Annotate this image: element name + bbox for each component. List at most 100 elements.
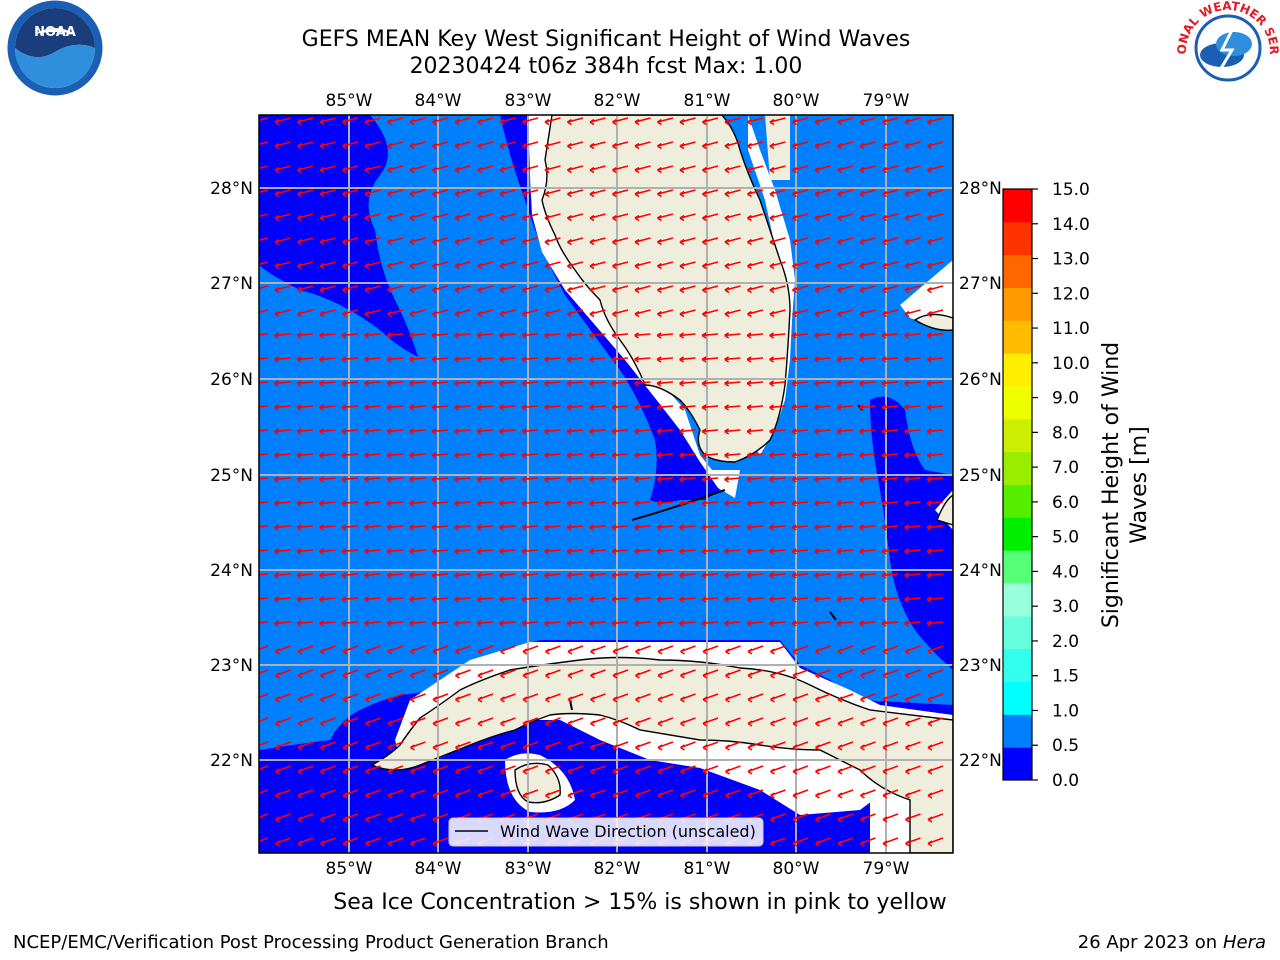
wave-arrow bbox=[882, 813, 899, 823]
wave-arrow bbox=[454, 428, 471, 435]
wave-arrow bbox=[769, 261, 786, 270]
wave-arrow bbox=[770, 837, 786, 847]
wave-arrow bbox=[815, 837, 831, 847]
wave-arrow bbox=[770, 741, 786, 751]
wave-arrow bbox=[365, 669, 381, 679]
wave-arrow bbox=[904, 141, 921, 150]
wave-arrow bbox=[297, 189, 314, 198]
wave-arrow bbox=[926, 524, 944, 531]
wave-arrow bbox=[454, 452, 471, 459]
wave-arrow bbox=[432, 117, 449, 126]
wave-arrow bbox=[815, 717, 831, 727]
lon-tick-label-bottom: 84°W bbox=[415, 859, 462, 879]
wave-arrow bbox=[926, 404, 944, 411]
wave-arrow bbox=[724, 332, 741, 339]
wave-arrow bbox=[259, 141, 269, 146]
wave-arrow bbox=[566, 500, 584, 507]
wave-arrow bbox=[259, 501, 269, 504]
wave-arrow bbox=[590, 645, 606, 655]
wave-arrow bbox=[926, 620, 944, 627]
colorbar-segment bbox=[1003, 615, 1032, 650]
colorbar-segment bbox=[1003, 320, 1032, 354]
wave-arrow bbox=[904, 165, 921, 174]
wave-arrow bbox=[274, 165, 291, 174]
wave-arrow bbox=[926, 428, 944, 435]
wave-arrow bbox=[792, 237, 809, 246]
wave-arrow bbox=[364, 237, 381, 246]
wave-arrow bbox=[747, 237, 764, 246]
wave-arrow bbox=[859, 428, 876, 435]
wave-arrow bbox=[386, 356, 404, 363]
wave-arrow bbox=[341, 548, 359, 555]
colorbar-tick-label: 11.0 bbox=[1052, 319, 1090, 339]
wave-arrow bbox=[341, 356, 359, 363]
wave-arrow bbox=[432, 789, 449, 799]
wave-arrow bbox=[364, 165, 381, 174]
wave-arrow bbox=[566, 452, 584, 459]
wave-arrow bbox=[904, 285, 921, 294]
wave-arrow bbox=[522, 285, 539, 294]
wave-arrow bbox=[656, 524, 674, 531]
wave-arrow bbox=[275, 717, 291, 727]
longitude-ticks-bottom: 85°W 84°W 83°W 82°W 81°W 80°W 79°W bbox=[326, 859, 910, 879]
wave-arrow bbox=[725, 717, 741, 727]
wave-arrow bbox=[499, 548, 516, 555]
wave-arrow bbox=[701, 356, 719, 363]
wave-arrow bbox=[521, 404, 539, 411]
wave-arrow bbox=[814, 428, 831, 435]
wave-arrow bbox=[297, 645, 314, 655]
wave-arrow bbox=[657, 789, 674, 799]
wave-arrow bbox=[882, 645, 899, 655]
wave-arrow bbox=[259, 597, 269, 600]
wave-arrow bbox=[522, 141, 539, 150]
wave-arrow bbox=[837, 309, 854, 318]
wave-arrow bbox=[702, 309, 719, 318]
wave-arrow bbox=[814, 620, 831, 627]
wave-arrow bbox=[259, 813, 269, 819]
wave-arrow bbox=[657, 645, 674, 655]
wave-arrow bbox=[410, 837, 426, 847]
colorbar-tick-label: 1.0 bbox=[1052, 701, 1079, 721]
wave-arrow bbox=[590, 789, 606, 799]
wave-arrow bbox=[792, 285, 809, 294]
wave-arrow bbox=[590, 669, 606, 679]
wave-arrow bbox=[567, 645, 584, 655]
wave-arrow bbox=[319, 500, 336, 507]
wave-arrow bbox=[499, 141, 516, 150]
wave-arrow bbox=[476, 596, 494, 603]
wave-arrow bbox=[769, 404, 786, 411]
wave-arrow bbox=[409, 165, 426, 174]
wave-arrow bbox=[725, 693, 741, 703]
wave-arrow bbox=[634, 213, 651, 222]
wave-arrow bbox=[387, 261, 404, 270]
wave-arrow bbox=[792, 669, 809, 679]
wave-arrow bbox=[634, 356, 651, 363]
wave-arrow bbox=[566, 404, 584, 411]
wave-arrow bbox=[521, 356, 539, 363]
wave-arrow bbox=[657, 213, 674, 222]
wave-arrow bbox=[769, 548, 786, 555]
wave-arrow bbox=[341, 452, 359, 459]
wave-arrow bbox=[701, 452, 719, 459]
wave-arrow bbox=[259, 645, 269, 651]
wave-arrow bbox=[566, 596, 584, 603]
wave-arrow bbox=[319, 572, 336, 579]
lon-tick-label-bottom: 81°W bbox=[684, 859, 731, 879]
wave-arrow bbox=[612, 765, 629, 775]
wave-arrow bbox=[792, 765, 809, 775]
wave-arrow bbox=[567, 141, 584, 150]
wave-arrow bbox=[499, 524, 516, 531]
wave-arrow bbox=[319, 356, 336, 363]
wave-arrow bbox=[859, 596, 876, 603]
wave-arrow bbox=[860, 693, 876, 703]
wave-arrow bbox=[432, 765, 449, 775]
wave-arrow bbox=[364, 404, 381, 411]
wave-arrow bbox=[589, 404, 606, 411]
wave-arrow bbox=[477, 165, 494, 174]
wave-arrow bbox=[881, 500, 899, 507]
wave-arrow bbox=[476, 404, 494, 411]
wave-arrow bbox=[522, 741, 539, 751]
wave-arrow bbox=[454, 117, 471, 126]
wave-arrow bbox=[904, 572, 921, 579]
wave-arrow bbox=[589, 117, 606, 126]
